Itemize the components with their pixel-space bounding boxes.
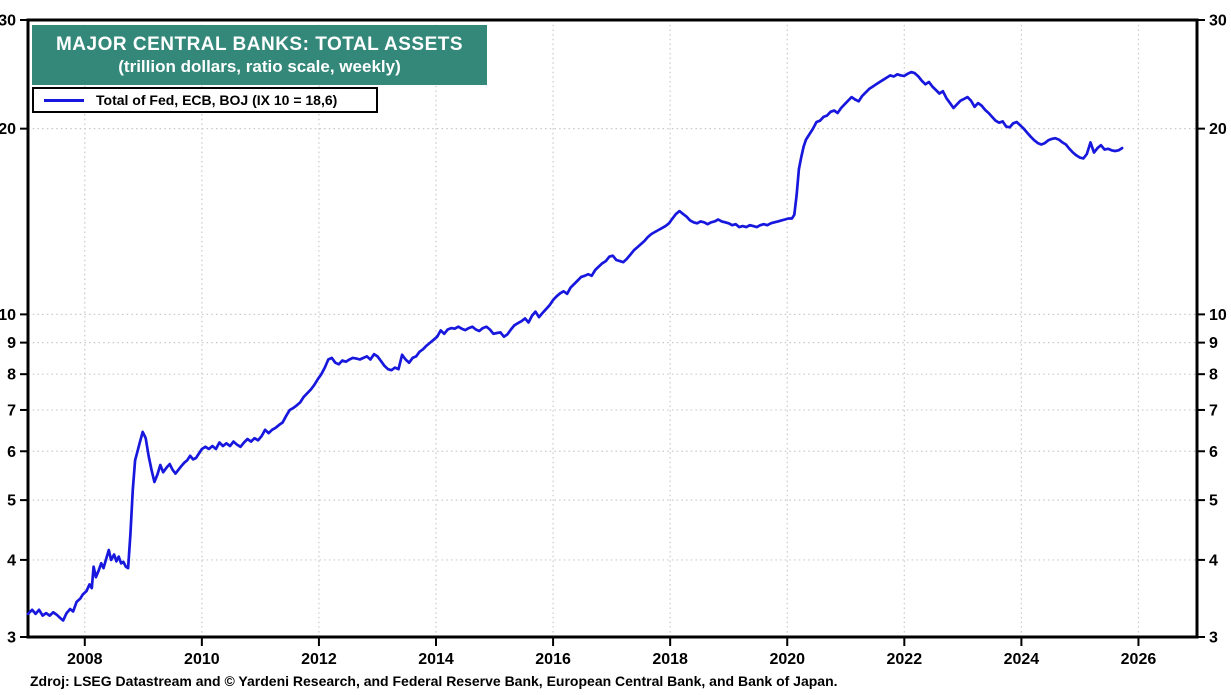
svg-text:2026: 2026 <box>1121 651 1157 668</box>
svg-text:10: 10 <box>1209 307 1227 324</box>
total-assets-line <box>26 70 1124 622</box>
svg-text:2020: 2020 <box>769 651 805 668</box>
chart-title: MAJOR CENTRAL BANKS: TOTAL ASSETS <box>55 33 464 55</box>
svg-text:10: 10 <box>0 307 16 324</box>
svg-text:8: 8 <box>1209 367 1218 384</box>
svg-text:20: 20 <box>0 121 16 138</box>
svg-text:2012: 2012 <box>301 651 337 668</box>
svg-text:2018: 2018 <box>652 651 688 668</box>
svg-text:7: 7 <box>7 402 16 419</box>
source-note: Zdroj: LSEG Datastream and © Yardeni Res… <box>30 673 838 689</box>
svg-text:2024: 2024 <box>1004 651 1040 668</box>
svg-text:2010: 2010 <box>184 651 220 668</box>
axis-ticks <box>20 19 1205 646</box>
svg-text:5: 5 <box>1209 493 1218 510</box>
svg-text:9: 9 <box>7 335 16 352</box>
x-axis-labels: 2008 2010 2012 2014 2016 2018 2020 2022 2024 2026 <box>67 651 1156 668</box>
svg-text:8: 8 <box>7 367 16 384</box>
chart-legend: Total of Fed, ECB, BOJ (IX 10 = 18,6) <box>32 87 378 113</box>
svg-text:5: 5 <box>7 493 16 510</box>
svg-text:6: 6 <box>7 444 16 461</box>
svg-text:6: 6 <box>1209 444 1218 461</box>
svg-text:4: 4 <box>1209 552 1218 569</box>
svg-text:2014: 2014 <box>418 651 454 668</box>
svg-text:2022: 2022 <box>887 651 923 668</box>
legend-label: Total of Fed, ECB, BOJ (IX 10 = 18,6) <box>96 92 338 108</box>
gridlines <box>28 20 1197 637</box>
svg-text:7: 7 <box>1209 402 1218 419</box>
svg-text:3: 3 <box>1209 630 1218 647</box>
svg-text:30: 30 <box>0 13 16 30</box>
svg-text:3: 3 <box>7 630 16 647</box>
svg-text:2016: 2016 <box>535 651 571 668</box>
svg-text:2008: 2008 <box>67 651 103 668</box>
chart-title-box: MAJOR CENTRAL BANKS: TOTAL ASSETS (trill… <box>32 25 487 85</box>
svg-text:4: 4 <box>7 552 16 569</box>
svg-text:30: 30 <box>1209 13 1227 30</box>
chart-subtitle: (trillion dollars, ratio scale, weekly) <box>118 57 401 77</box>
y-axis-labels-left: 3 4 5 6 7 8 9 10 20 30 <box>0 13 16 647</box>
y-axis-labels-right: 3 4 5 6 7 8 9 10 20 30 <box>1209 13 1227 647</box>
svg-text:9: 9 <box>1209 335 1218 352</box>
legend-line-swatch-icon <box>44 98 84 102</box>
plot-border <box>26 18 1199 639</box>
svg-text:20: 20 <box>1209 121 1227 138</box>
